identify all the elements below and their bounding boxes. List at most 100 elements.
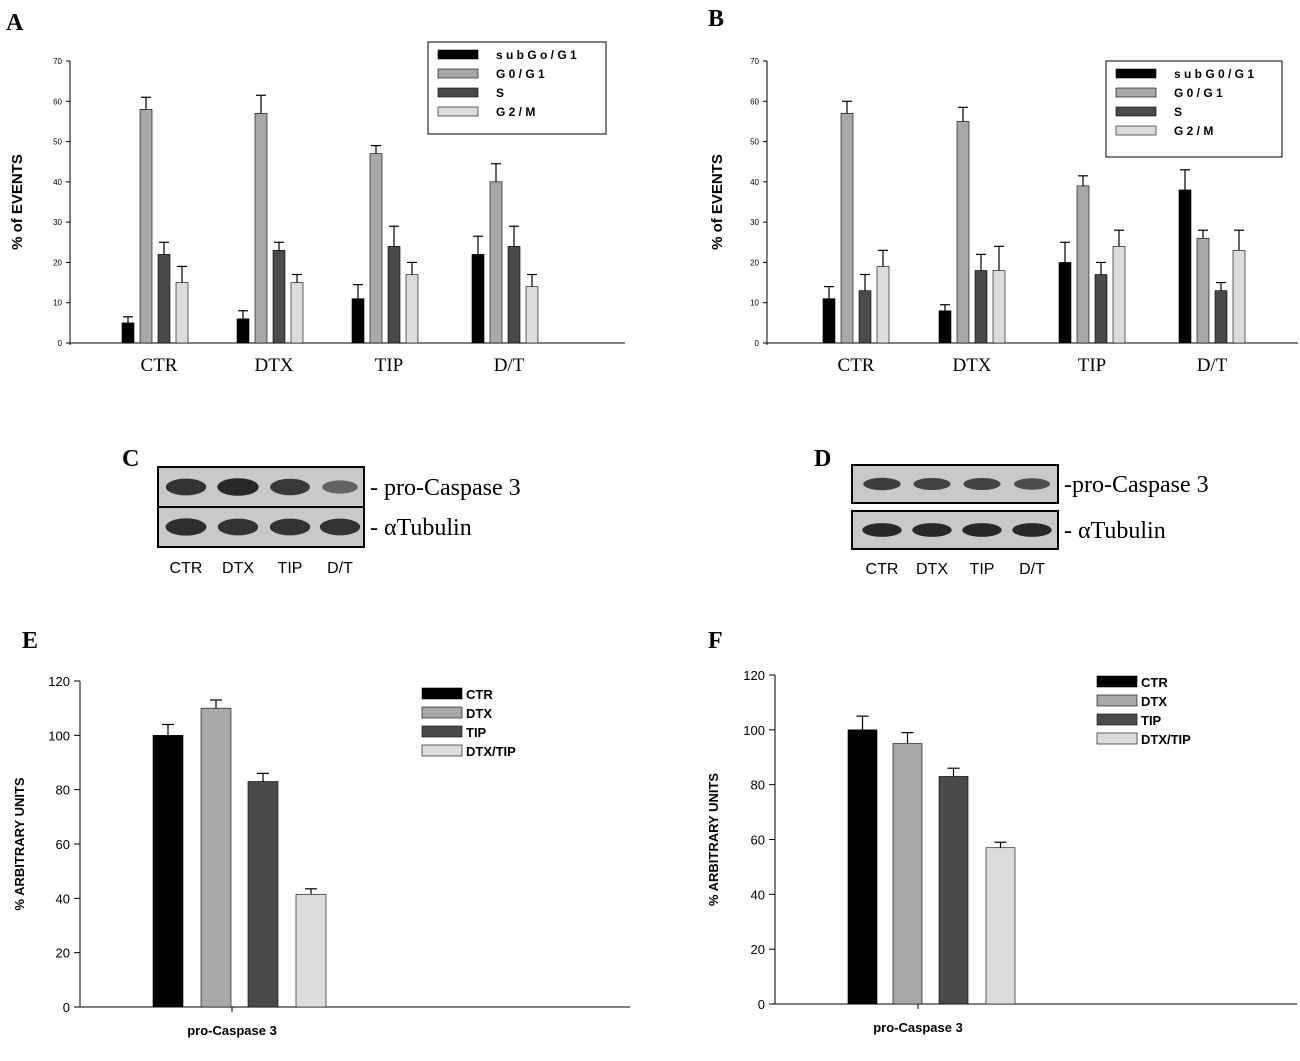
bar — [290, 282, 304, 344]
blot-band — [165, 478, 207, 496]
panel-letter-e: E — [22, 628, 38, 654]
blot-band — [1014, 478, 1050, 490]
blot-band — [165, 518, 207, 536]
lane-label: TIP — [970, 561, 995, 578]
legend-label: G 0 / G 1 — [1174, 86, 1223, 100]
legend-label: TIP — [1141, 713, 1162, 728]
legend-label: G 2 / M — [496, 105, 535, 119]
bar — [985, 847, 1016, 1005]
legend-swatch — [437, 68, 479, 79]
bar — [200, 707, 232, 1008]
category-label: CTR — [838, 355, 875, 376]
bar — [938, 310, 952, 344]
legend-label: S — [496, 86, 504, 100]
y-tick-label: 50 — [53, 138, 62, 147]
legend-swatch — [1096, 694, 1138, 707]
lane-label: TIP — [278, 560, 303, 577]
y-tick-label: 0 — [63, 1000, 70, 1015]
blot-band — [217, 518, 259, 536]
x-axis-title: pro-Caspase 3 — [873, 1020, 963, 1035]
legend-swatch — [437, 49, 479, 60]
legend-swatch — [421, 744, 463, 757]
bar — [405, 274, 419, 344]
blot-band — [322, 480, 358, 494]
legend-label: G 0 / G 1 — [496, 67, 545, 81]
bar — [387, 246, 401, 344]
bar — [157, 254, 171, 344]
legend-label: DTX — [466, 706, 492, 721]
category-label: TIP — [1078, 355, 1107, 376]
bar — [1178, 189, 1192, 344]
bar — [1112, 246, 1126, 344]
legend-swatch — [437, 87, 479, 98]
blot-band — [912, 523, 952, 537]
legend-label: CTR — [466, 687, 493, 702]
bar — [1094, 274, 1108, 344]
blot-row-label: - αTubulin — [1064, 518, 1166, 544]
y-tick-label: 80 — [751, 778, 765, 793]
y-tick-label: 40 — [751, 887, 765, 902]
legend-label: S — [1174, 105, 1182, 119]
y-tick-label: 20 — [750, 258, 759, 267]
legend-swatch — [421, 725, 463, 738]
blot-band — [963, 477, 1001, 491]
legend-label: s u b G 0 / G 1 — [1174, 67, 1254, 81]
y-tick-label: 50 — [750, 138, 759, 147]
legend-label: TIP — [466, 725, 487, 740]
y-tick-label: 60 — [53, 97, 62, 106]
y-axis-title: % ARBITRARY UNITS — [12, 777, 27, 910]
western-blot-c: - pro-Caspase 3 - αTubulin CTR DTX TIP D/T — [157, 466, 521, 577]
y-tick-label: 20 — [751, 942, 765, 957]
legend-label: DTX/TIP — [1141, 732, 1191, 747]
legend-swatch — [1096, 675, 1138, 688]
bar — [1232, 250, 1246, 344]
blot-band — [962, 523, 1002, 537]
chart-f: 0 20 40 60 80 100 120 % ARBITRARY UNITS pro-Casp… — [706, 668, 1297, 1035]
bar — [507, 246, 521, 344]
lane-label: CTR — [866, 561, 899, 578]
y-tick-label: 20 — [53, 258, 62, 267]
panel-letter-a: A — [6, 10, 24, 36]
bar — [295, 893, 327, 1008]
bar — [525, 286, 539, 344]
blot-band — [1012, 523, 1052, 537]
bar — [272, 250, 286, 344]
x-axis-title: pro-Caspase 3 — [187, 1023, 277, 1038]
blot-band — [863, 477, 901, 491]
legend: CTR DTX TIP DTX/TIP — [1096, 675, 1191, 747]
legend: s u b G 0 / G 1 G 0 / G 1 S G 2 / M — [1105, 60, 1283, 158]
y-tick-label: 60 — [750, 97, 759, 106]
bar — [152, 735, 184, 1008]
bar — [822, 298, 836, 344]
bar — [1076, 185, 1090, 344]
legend-label: DTX — [1141, 694, 1167, 709]
y-axis-title: % ARBITRARY UNITS — [706, 773, 721, 906]
y-tick-label: 60 — [751, 833, 765, 848]
lane-label: D/T — [327, 560, 353, 577]
legend-swatch — [1115, 106, 1157, 117]
y-tick-label: 0 — [58, 339, 63, 348]
bar — [974, 270, 988, 344]
bar — [471, 254, 485, 344]
y-axis-title: % of EVENTS — [709, 154, 726, 250]
y-tick-label: 60 — [56, 837, 70, 852]
category-label: DTX — [254, 355, 293, 376]
bar — [247, 781, 279, 1008]
category-label: D/T — [494, 355, 525, 376]
blot-band — [319, 518, 361, 536]
bar — [1196, 237, 1210, 344]
legend-label: G 2 / M — [1174, 124, 1213, 138]
blot-band — [862, 523, 902, 537]
y-tick-label: 40 — [750, 178, 759, 187]
y-tick-label: 80 — [56, 783, 70, 798]
bar — [858, 290, 872, 344]
legend-swatch — [437, 106, 479, 117]
chart-b: 0 10 20 30 40 50 60 70 % of EVENTS CTR DTX TIP D/T s … — [709, 57, 1298, 376]
category-label: TIP — [375, 355, 404, 376]
y-tick-label: 10 — [750, 299, 759, 308]
panel-letter-b: B — [708, 6, 724, 32]
bar — [236, 318, 250, 344]
chart-a: 0 10 20 30 40 50 60 70 % of EVENTS CTR DTX TIP D/T s … — [9, 41, 625, 376]
bar — [1058, 262, 1072, 344]
blot-band — [913, 477, 951, 491]
